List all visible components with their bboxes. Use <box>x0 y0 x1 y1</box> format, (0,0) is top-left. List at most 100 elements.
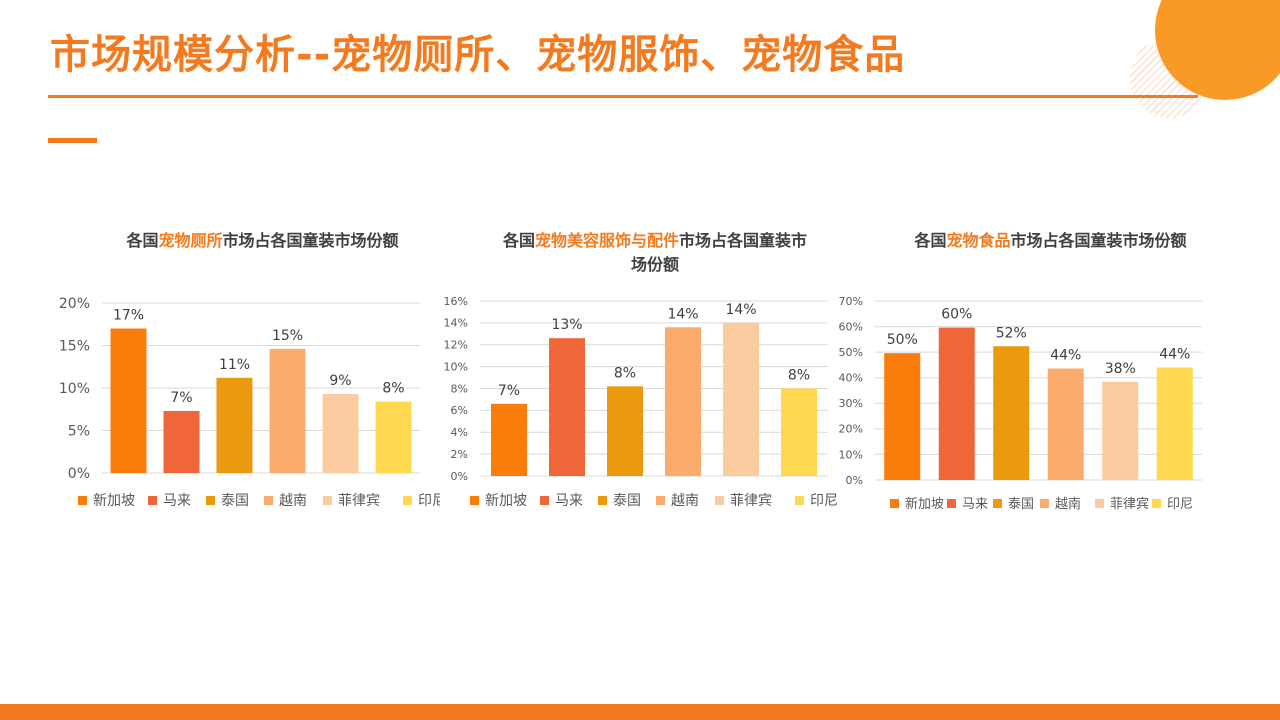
chart-2-title-prefix: 各国 <box>502 231 535 250</box>
bar-泰国 <box>607 386 643 476</box>
legend-swatch <box>1040 499 1049 508</box>
data-label: 14% <box>725 302 756 318</box>
legend-swatch <box>598 496 607 505</box>
legend-label: 印尼 <box>1167 497 1193 512</box>
legend-swatch <box>1152 499 1161 508</box>
data-label: 13% <box>551 317 582 333</box>
chart-3-title-suffix: 市场占各国童装市场份额 <box>1010 231 1187 250</box>
data-label: 7% <box>498 383 520 399</box>
data-label: 8% <box>382 381 404 397</box>
legend-label: 马来 <box>555 493 583 509</box>
legend-swatch <box>323 496 332 505</box>
y-tick-label: 4% <box>451 426 468 439</box>
bar-印尼 <box>1156 367 1193 480</box>
bar-越南 <box>1047 368 1084 480</box>
chart-3-title: 各国宠物食品市场占各国童装市场份额 <box>888 229 1213 253</box>
bar-马来 <box>163 410 200 473</box>
data-label: 11% <box>219 357 250 373</box>
bar-新加坡 <box>491 403 527 476</box>
legend-label: 泰国 <box>1008 497 1034 512</box>
y-tick-label: 10% <box>59 381 90 397</box>
legend-label: 马来 <box>962 497 988 512</box>
bar-马来 <box>549 338 585 476</box>
chart-3-title-highlight: 宠物食品 <box>946 231 1011 250</box>
chart-1-title: 各国宠物厕所市场占各国童装市场份额 <box>100 229 425 253</box>
data-label: 14% <box>667 306 698 322</box>
bar-菲律宾 <box>723 322 759 476</box>
legend-label: 新加坡 <box>485 493 527 509</box>
chart-1: 0% 5% 10% 15% 20% 17% 7% 11% 15% 9% 8% 新加坡 马来 泰国 越南 菲律宾… <box>59 296 440 509</box>
chart-3: 0% 10% 20% 30% 40% 50% 60% 70% 50% 60% 52% 44% 38% 44… <box>839 295 1202 512</box>
y-tick-label: 6% <box>451 404 468 417</box>
accent-bar <box>48 138 97 143</box>
data-label: 8% <box>788 368 810 384</box>
y-tick-label: 12% <box>444 339 468 352</box>
page-title: 市场规模分析--宠物厕所、宠物服饰、宠物食品 <box>50 32 906 78</box>
legend-swatch <box>890 499 899 508</box>
y-tick-label: 14% <box>444 317 468 330</box>
corner-decoration <box>1130 0 1280 118</box>
legend-swatch <box>470 496 479 505</box>
data-label: 52% <box>996 325 1027 341</box>
legend-label: 越南 <box>671 493 699 509</box>
chart-2-title-highlight: 宠物美容服饰与配件 <box>534 231 679 250</box>
legend-label: 马来 <box>163 493 191 509</box>
data-label: 7% <box>170 390 192 406</box>
bar-菲律宾 <box>322 393 359 473</box>
y-tick-label: 30% <box>839 397 863 410</box>
data-label: 8% <box>614 365 636 381</box>
legend-swatch <box>947 499 956 508</box>
chart-2-title: 各国宠物美容服饰与配件市场占各国童装市场份额 <box>495 229 815 277</box>
legend-swatch <box>264 496 273 505</box>
data-label: 38% <box>1105 361 1136 377</box>
y-tick-label: 20% <box>839 423 863 436</box>
bar-越南 <box>269 348 306 473</box>
chart-3-title-prefix: 各国 <box>914 231 947 250</box>
y-tick-label: 8% <box>451 382 468 395</box>
legend-swatch <box>148 496 157 505</box>
y-tick-label: 5% <box>68 423 90 439</box>
data-label: 9% <box>329 373 351 389</box>
chart-2: 0% 2% 4% 6% 8% 10% 12% 14% 16% 7% 13% 8% 14% 14% 8% 新加坡… <box>444 295 838 509</box>
legend-swatch <box>1095 499 1104 508</box>
orange-circle-decoration <box>1155 0 1280 100</box>
y-tick-label: 70% <box>839 295 863 308</box>
data-label: 44% <box>1159 346 1190 362</box>
y-tick-label: 10% <box>839 448 863 461</box>
legend-label: 印尼 <box>418 493 440 509</box>
y-tick-label: 60% <box>839 320 863 333</box>
chart-1-title-highlight: 宠物厕所 <box>158 231 223 250</box>
title-underline <box>48 95 1198 98</box>
legend-swatch <box>656 496 665 505</box>
footer-bar <box>0 704 1280 720</box>
chart-1-title-prefix: 各国 <box>126 231 159 250</box>
bar-马来 <box>938 327 975 480</box>
data-label: 17% <box>113 308 144 324</box>
y-tick-label: 0% <box>68 466 90 482</box>
y-tick-label: 15% <box>59 338 90 354</box>
y-tick-label: 2% <box>451 448 468 461</box>
legend-label: 泰国 <box>221 493 249 509</box>
data-label: 50% <box>887 332 918 348</box>
bar-泰国 <box>993 346 1030 480</box>
legend-swatch <box>206 496 215 505</box>
legend-swatch <box>540 496 549 505</box>
bar-印尼 <box>375 401 412 473</box>
legend-label: 印尼 <box>810 493 838 509</box>
y-tick-label: 10% <box>444 360 468 373</box>
bar-印尼 <box>781 388 817 476</box>
legend-label: 菲律宾 <box>338 493 380 509</box>
bar-新加坡 <box>884 353 921 480</box>
legend-swatch <box>795 496 804 505</box>
legend-label: 泰国 <box>613 493 641 509</box>
data-label: 44% <box>1050 348 1081 364</box>
y-tick-label: 40% <box>839 372 863 385</box>
y-tick-label: 0% <box>451 470 468 483</box>
bar-越南 <box>665 327 701 476</box>
legend-swatch <box>403 496 412 505</box>
bar-新加坡 <box>110 328 147 473</box>
bar-泰国 <box>216 377 253 473</box>
y-tick-label: 16% <box>444 295 468 308</box>
legend-swatch <box>993 499 1002 508</box>
chart-2-title-suffix: 市场占各国童装市场份额 <box>630 231 808 274</box>
